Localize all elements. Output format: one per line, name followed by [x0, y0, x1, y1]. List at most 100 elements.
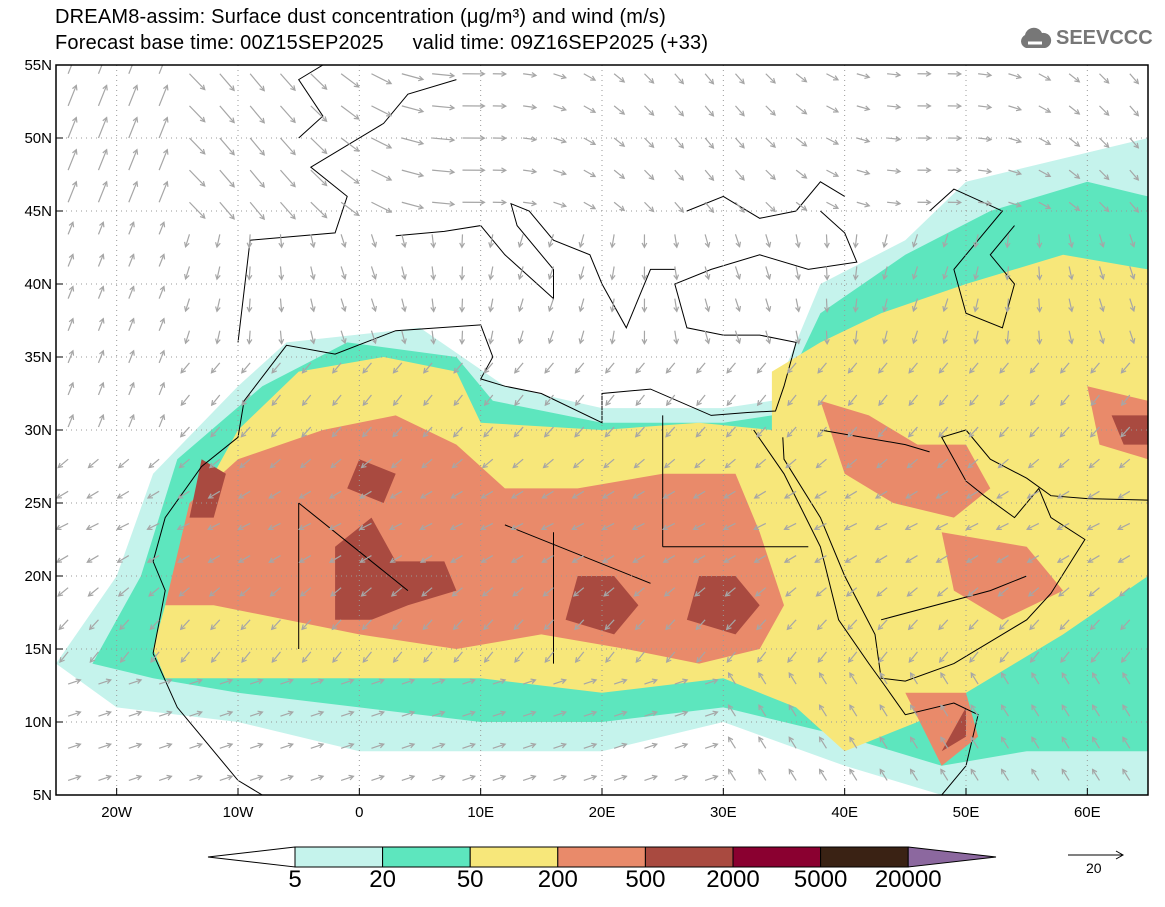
wind-arrow-shaft: [758, 736, 767, 749]
wind-arrow: [735, 105, 745, 117]
wind-arrow-head: [541, 557, 548, 563]
wind-arrow-shaft: [147, 555, 160, 563]
wind-arrow-shaft: [401, 775, 415, 781]
wind-arrow: [547, 298, 555, 313]
wind-arrow-shaft: [541, 522, 554, 530]
wind-arrow: [674, 710, 689, 717]
wind-arrow-head: [795, 338, 801, 345]
wind-arrow-head: [739, 206, 745, 213]
wind-arrow-shaft: [883, 298, 888, 312]
wind-arrow-shaft: [613, 775, 627, 781]
wind-arrow-shaft: [935, 522, 949, 530]
wind-arrow-head: [815, 462, 822, 469]
wind-arrow: [735, 169, 745, 181]
wind-arrow-shaft: [1030, 394, 1040, 406]
wind-arrow: [97, 349, 105, 364]
wind-arrow-head: [215, 274, 221, 281]
wind-arrow: [877, 619, 888, 631]
wind-arrow-shaft: [968, 619, 979, 630]
wind-arrow-shaft: [420, 490, 433, 499]
wind-arrow-head: [801, 108, 808, 115]
wind-arrow: [674, 169, 685, 181]
wind-arrow-head: [940, 704, 946, 711]
wind-arrow: [911, 266, 919, 281]
wind-arrow: [401, 774, 416, 781]
wind-arrow-shaft: [180, 394, 190, 406]
wind-arrow-head: [271, 400, 278, 407]
wind-arrow-head: [1120, 367, 1127, 374]
wind-arrow-shaft: [184, 330, 191, 344]
wind-arrow: [67, 742, 82, 749]
wind-arrow-head: [178, 591, 185, 597]
wind-arrow: [359, 490, 372, 499]
wind-arrow: [641, 234, 648, 249]
wind-arrow-shaft: [86, 522, 99, 530]
wind-arrow: [553, 710, 567, 717]
wind-arrow-shaft: [1057, 522, 1070, 530]
wind-arrow: [67, 116, 78, 139]
wind-arrow-shaft: [329, 555, 342, 563]
wind-arrow-head: [995, 524, 1002, 531]
wind-arrow: [756, 619, 767, 631]
wind-arrow-shaft: [1008, 137, 1022, 143]
wind-arrow: [158, 710, 173, 717]
wind-arrow: [542, 458, 554, 469]
wind-arrow-shaft: [940, 672, 949, 685]
wind-arrow: [483, 362, 494, 374]
wind-arrow-shaft: [1038, 266, 1041, 280]
wind-arrow: [727, 704, 736, 717]
wind-arrow-head: [1004, 306, 1011, 313]
wind-arrow-shaft: [725, 458, 736, 469]
wind-arrow-shaft: [1001, 769, 1009, 781]
wind-arrow: [965, 490, 979, 499]
wind-arrow-shaft: [86, 555, 99, 563]
wind-arrow-head: [68, 253, 75, 260]
wind-arrow-head: [1091, 671, 1098, 679]
wind-arrow-shaft: [704, 201, 714, 213]
wind-arrow-head: [166, 678, 173, 684]
wind-arrow-head: [68, 349, 75, 356]
wind-arrow-head: [85, 524, 92, 531]
wind-arrow-head: [341, 241, 347, 248]
wind-arrow-shaft: [158, 318, 165, 331]
dust-region: [335, 517, 457, 620]
wind-arrow: [665, 394, 676, 407]
wind-arrow-shaft: [696, 651, 706, 663]
wind-arrow-shaft: [674, 234, 678, 248]
wind-arrow-shaft: [299, 490, 312, 499]
wind-arrow-head: [560, 170, 568, 176]
wind-arrow-head: [163, 84, 169, 91]
wind-arrow-head: [1099, 241, 1105, 248]
wind-arrow: [128, 253, 135, 267]
wind-arrow: [462, 710, 476, 717]
wind-arrow: [1098, 234, 1105, 248]
wind-arrow-shaft: [784, 522, 797, 530]
wind-arrow-shaft: [492, 775, 506, 781]
wind-arrow-shaft: [279, 266, 283, 280]
wind-arrow-shaft: [128, 350, 135, 364]
wind-arrow-shaft: [1030, 362, 1040, 374]
wind-arrow-shaft: [239, 587, 251, 597]
wind-arrow-head: [331, 624, 338, 631]
wind-arrow-shaft: [854, 266, 858, 280]
wind-arrow: [583, 105, 597, 113]
wind-arrow-head: [1117, 557, 1124, 563]
wind-arrow-shaft: [432, 137, 455, 141]
wind-arrow: [609, 266, 616, 281]
wind-arrow-shaft: [553, 743, 566, 749]
wind-arrow: [1061, 671, 1070, 685]
wind-arrow: [725, 426, 736, 438]
wind-arrow: [271, 362, 281, 374]
wind-arrow: [578, 266, 585, 281]
wind-arrow: [128, 116, 139, 139]
wind-arrow: [158, 116, 169, 139]
coastline: [297, 65, 324, 139]
wind-arrow: [310, 201, 328, 219]
wind-arrow-shaft: [371, 711, 384, 717]
wind-arrow-head: [1068, 274, 1074, 281]
wind-arrow-head: [735, 305, 742, 313]
wind-arrow-head: [864, 105, 871, 112]
wind-arrow: [765, 73, 776, 84]
wind-arrow-head: [845, 462, 852, 469]
wind-arrow-shaft: [120, 651, 130, 663]
